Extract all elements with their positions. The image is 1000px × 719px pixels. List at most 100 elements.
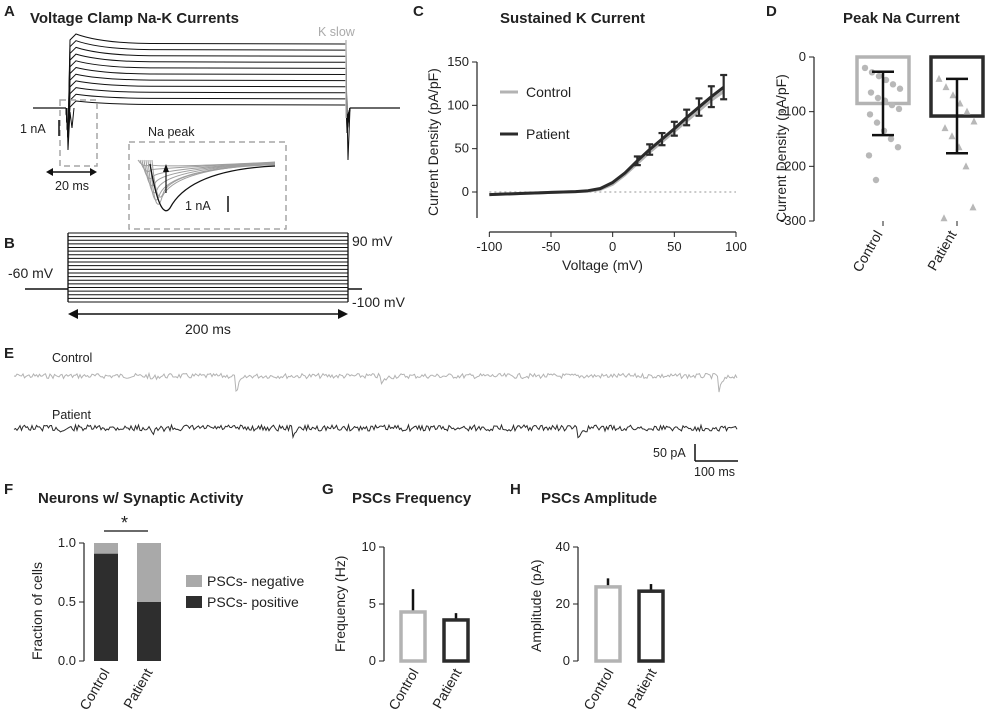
trace-control-label: Control <box>52 351 92 365</box>
significance-star: * <box>121 513 128 533</box>
current-trace <box>65 87 351 139</box>
trace-patient-label: Patient <box>52 408 91 422</box>
c-xtick-label: -100 <box>476 239 502 254</box>
c-xtick-label: 0 <box>609 239 616 254</box>
h-bar-control <box>594 585 622 663</box>
d-point-triangle <box>941 124 949 132</box>
panel-c-ylabel: Current Density (pA/pF) <box>425 68 441 216</box>
c-xtick-label: 50 <box>667 239 681 254</box>
g-ytick-label: 10 <box>362 539 376 554</box>
d-point-circle <box>895 105 903 113</box>
d-point-triangle <box>949 91 957 99</box>
d-point-circle <box>888 101 896 109</box>
d-point-circle <box>865 152 873 159</box>
v-bottom-label: -100 mV <box>352 294 406 310</box>
panel-g: G PSCs Frequency 0 5 10 Control Patient Freq… <box>322 481 472 713</box>
d-point-circle <box>867 89 875 96</box>
c-xtick-label: -50 <box>542 239 561 254</box>
g-xtick-label-control: Control <box>385 666 421 713</box>
current-trace <box>65 33 351 139</box>
arrow-head-right <box>90 168 97 176</box>
ms-scale-label: 100 ms <box>694 465 735 479</box>
iv-chart: 0 50 100 150 -100 -50 0 50 100 <box>447 54 747 254</box>
amplitude-chart: 0 20 40 Control Patient <box>556 539 665 713</box>
d-point-triangle <box>940 214 948 222</box>
panel-h-ylabel: Amplitude (pA) <box>528 559 544 652</box>
d-xtick-label-control: Control <box>849 228 885 275</box>
inset-scale-label: 1 nA <box>185 199 211 213</box>
panel-h-title: PSCs Amplitude <box>541 490 657 507</box>
trace-patient <box>13 423 738 440</box>
c-ytick-label: 100 <box>447 97 469 112</box>
current-trace <box>65 40 351 139</box>
v-hold-label: -60 mV <box>8 265 54 281</box>
panel-c: C Sustained K Current 0 50 100 150 -100 -50 0 5… <box>413 3 747 273</box>
panel-letter-g: G <box>322 481 334 498</box>
inset-trace-gray <box>143 159 276 187</box>
d-point-triangle <box>969 203 977 211</box>
c-xtick-label: 100 <box>725 239 747 254</box>
current-traces <box>33 33 400 161</box>
c-ytick-label: 50 <box>455 141 469 156</box>
panel-letter-h: H <box>510 481 521 498</box>
panel-h: H PSCs Amplitude 0 20 40 Control Patient Amp… <box>510 481 665 713</box>
current-trace <box>65 53 351 139</box>
legend-positive-swatch <box>186 596 202 608</box>
g-xtick-label-patient: Patient <box>429 665 465 711</box>
panel-letter-c: C <box>413 3 424 20</box>
d-point-triangle <box>963 107 971 115</box>
f-bar-control-1 <box>94 543 118 554</box>
panel-letter-a: A <box>4 3 15 20</box>
panel-letter-b: B <box>4 235 15 252</box>
d-point-circle <box>875 72 883 80</box>
d-point-triangle <box>962 162 970 170</box>
f-ytick-label: 0.5 <box>58 594 76 609</box>
pa-scale-label: 50 pA <box>653 446 686 460</box>
d-point-triangle <box>942 83 950 91</box>
f-bar-patient-1 <box>137 543 161 602</box>
g-bar-control <box>399 610 427 663</box>
d-ytick-label: -200 <box>780 158 806 173</box>
d-point-triangle <box>935 74 943 82</box>
panel-f-ylabel: Fraction of cells <box>29 562 45 660</box>
inset-trace-gray <box>145 159 276 194</box>
scale-na-label: 1 nA <box>20 122 46 136</box>
panel-c-xlabel: Voltage (mV) <box>562 257 643 273</box>
panel-f: F Neurons w/ Synaptic Activity 0.0 0.5 1.0… <box>4 481 304 713</box>
panel-f-title: Neurons w/ Synaptic Activity <box>38 490 244 507</box>
d-ytick-label: 0 <box>799 49 806 64</box>
tail-spike <box>346 107 351 161</box>
panel-letter-e: E <box>4 345 14 362</box>
legend-negative-label: PSCs- negative <box>207 573 304 589</box>
d-point-circle <box>882 76 890 84</box>
panel-c-title: Sustained K Current <box>500 10 645 27</box>
voltage-steps <box>25 232 362 303</box>
f-bar-control-0 <box>94 553 118 661</box>
legend-negative-swatch <box>186 575 202 587</box>
panel-a: A Voltage Clamp Na-K Currents K slow 1 n… <box>4 3 400 230</box>
panel-letter-f: F <box>4 481 13 498</box>
d-point-circle <box>874 94 882 102</box>
v-top-label: 90 mV <box>352 233 393 249</box>
inset-trace-black <box>149 163 276 212</box>
na-peak-zoom-box <box>59 99 98 167</box>
d-point-circle <box>896 85 904 92</box>
panel-d-ylabel: Current Density (pA/pF) <box>773 74 789 222</box>
current-trace <box>65 46 351 139</box>
scale-ms-label: 20 ms <box>55 179 89 193</box>
f-xtick-label-control: Control <box>76 666 112 713</box>
g-bar-patient <box>442 618 470 663</box>
h-ytick-label: 20 <box>556 596 570 611</box>
legend-control-label: Control <box>526 84 571 100</box>
duration-arrow-right <box>338 309 348 319</box>
d-point-circle <box>866 111 874 118</box>
f-ytick-label: 1.0 <box>58 535 76 550</box>
f-ytick-label: 0.0 <box>58 653 76 668</box>
d-xtick-label-patient: Patient <box>924 227 960 273</box>
g-ytick-label: 0 <box>369 653 376 668</box>
d-point-circle <box>887 135 895 143</box>
current-trace <box>65 66 351 139</box>
panel-b: B 90 mV -60 mV -100 mV 200 ms <box>4 232 406 337</box>
